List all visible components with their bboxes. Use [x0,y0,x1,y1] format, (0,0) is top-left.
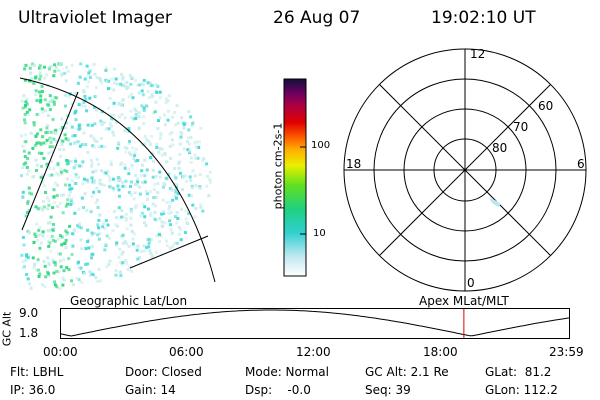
mlt-label-12: 12 [470,47,486,61]
dsp-status: Dsp: -0.0 [245,383,311,397]
lon-line [129,235,209,269]
gc-alt-status: GC Alt: 2.1 Re [365,365,449,379]
mlt-label-18: 18 [346,157,362,171]
colorbar-tick-100: 100 [311,140,331,151]
alt-tick-low: 1.8 [19,326,39,340]
colorbar-label: photon cm-2s-1 [271,122,285,210]
altitude-curve [60,309,570,337]
gain-status: Gain: 14 [125,383,176,397]
ip-status: IP: 36.0 [10,383,56,397]
time-tick-1: 06:00 [169,345,204,359]
mlt-label-0: 0 [467,276,475,290]
time-tick-4: 23:59 [549,345,584,359]
seq-status: Seq: 39 [365,383,411,397]
lat-line [21,91,79,231]
geographic-label: Geographic Lat/Lon [70,294,188,308]
lat-label-70: 70 [513,120,529,134]
orbit-axis-title: GC Alt [0,311,14,347]
colorbar-tick-10: 10 [313,228,326,239]
orbit-altitude-plot [60,308,570,339]
time-tick-2: 12:00 [296,345,331,359]
alt-tick-high: 9.0 [19,306,39,320]
polar-plot [343,48,587,292]
date-label: 26 Aug 07 [273,8,361,28]
colorbar [283,78,307,277]
mlt-label-6: 6 [577,157,585,171]
aurora-emission [20,62,213,291]
lat-label-80: 80 [492,141,508,155]
time-tick-3: 18:00 [423,345,458,359]
mode-status: Mode: Normal [245,365,329,379]
flt-status: Flt: LBHL [10,365,64,379]
glat-status: GLat: 81.2 [485,365,552,379]
apex-label: Apex MLat/MLT [419,294,509,308]
time-label: 19:02:10 UT [431,8,536,28]
app-title: Ultraviolet Imager [18,8,172,28]
time-tick-0: 00:00 [43,345,78,359]
glon-status: GLon: 112.2 [485,383,558,397]
earth-limb-line [19,77,216,283]
lat-label-60: 60 [538,99,554,113]
door-status: Door: Closed [125,365,202,379]
